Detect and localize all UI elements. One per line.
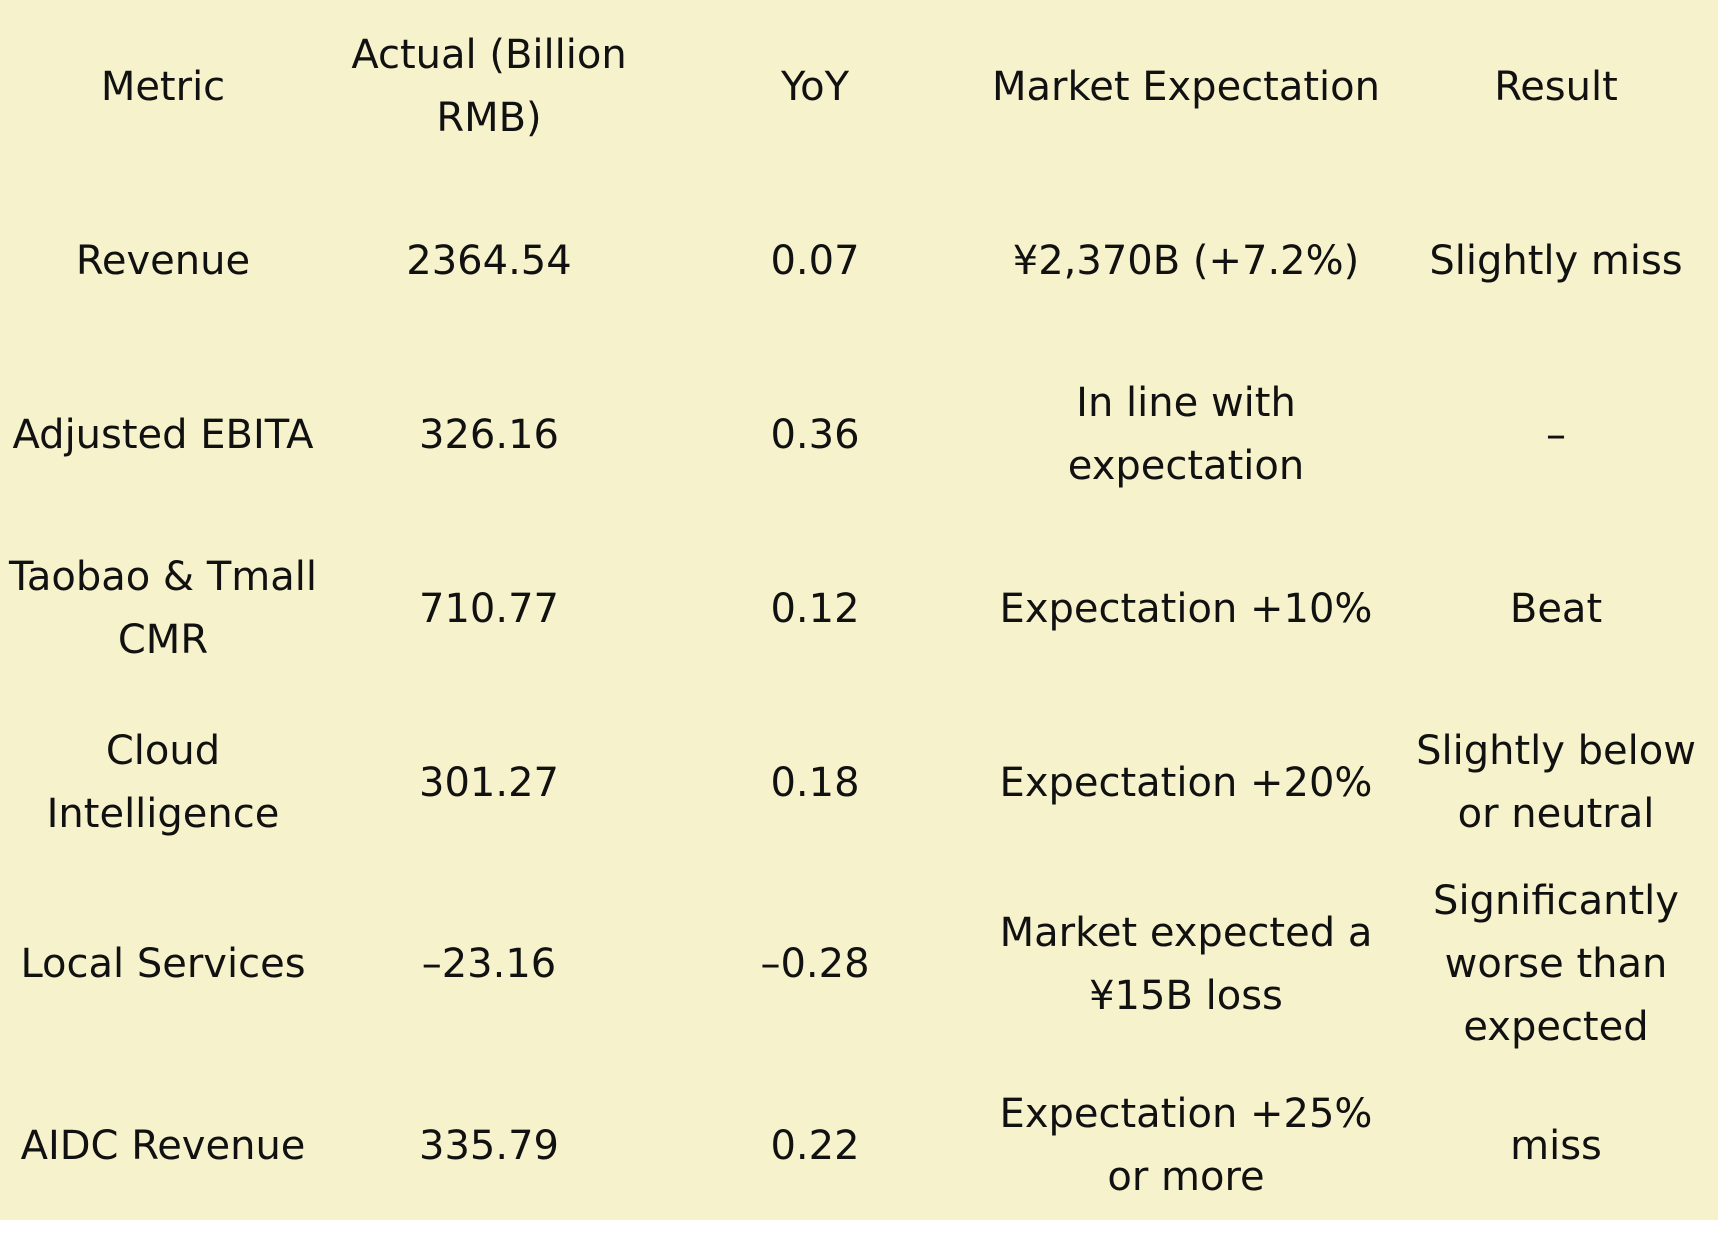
cell-result: miss	[1510, 1122, 1602, 1169]
table-row: AIDC Revenue 335.79 0.22 Expectation +25…	[0, 1059, 1718, 1233]
header-metric: Metric	[100, 63, 226, 110]
cell-result: –	[1546, 411, 1566, 458]
cell-metric: AIDC Revenue	[20, 1122, 306, 1169]
cell-actual: 326.16	[419, 411, 559, 458]
table-row: Taobao & Tmall CMR 710.77 0.12 Expectati…	[0, 522, 1718, 696]
cell-yoy: 0.07	[770, 237, 860, 284]
table-row: Revenue 2364.54 0.07 ¥2,370B (+7.2%) Sli…	[0, 174, 1718, 348]
cell-actual: –23.16	[421, 941, 557, 987]
cell-actual: 2364.54	[406, 237, 572, 284]
cell-result: Significantly worse than expected	[1433, 878, 1679, 1050]
cell-yoy: 0.36	[770, 411, 860, 458]
cell-market-expectation: ¥2,370B (+7.2%)	[1012, 237, 1360, 284]
cell-market-expectation: Expectation +10%	[999, 585, 1373, 632]
header-yoy: YoY	[780, 63, 850, 110]
cell-market-expectation: Expectation +20%	[999, 759, 1373, 806]
header-market-expectation: Market Expectation	[992, 63, 1380, 110]
cell-metric: Taobao & Tmall CMR	[9, 554, 317, 663]
cell-metric: Adjusted EBITA	[12, 411, 314, 458]
cell-yoy: –0.28	[760, 941, 870, 987]
cell-result: Beat	[1509, 585, 1603, 632]
cell-actual: 301.27	[419, 759, 559, 806]
cell-result: Slightly below or neutral	[1416, 728, 1696, 837]
cell-market-expectation: Market expected a ¥15B loss	[999, 909, 1373, 1019]
cell-market-expectation: In line with expectation	[1067, 380, 1305, 489]
cell-actual: 335.79	[419, 1122, 559, 1169]
cell-result: Slightly miss	[1429, 237, 1683, 284]
cell-actual: 710.77	[419, 585, 559, 632]
table-row: Cloud Intelligence 301.27 0.18 Expectati…	[0, 696, 1718, 870]
header-result: Result	[1494, 63, 1618, 110]
header-actual: Actual (Billion RMB)	[351, 32, 627, 141]
cell-yoy: 0.22	[770, 1122, 860, 1169]
cell-metric: Local Services	[20, 941, 306, 987]
cell-yoy: 0.18	[770, 759, 860, 806]
cell-metric: Revenue	[75, 237, 251, 284]
cell-market-expectation: Expectation +25% or more	[999, 1091, 1373, 1200]
cell-metric: Cloud Intelligence	[46, 728, 280, 837]
table-row: Adjusted EBITA 326.16 0.36 In line with …	[0, 348, 1718, 522]
table-header-row: Metric Actual (Billion RMB) YoY Market E…	[0, 0, 1718, 174]
table-row: Local Services –23.16 –0.28 Market expec…	[0, 870, 1718, 1059]
cell-yoy: 0.12	[770, 585, 860, 632]
